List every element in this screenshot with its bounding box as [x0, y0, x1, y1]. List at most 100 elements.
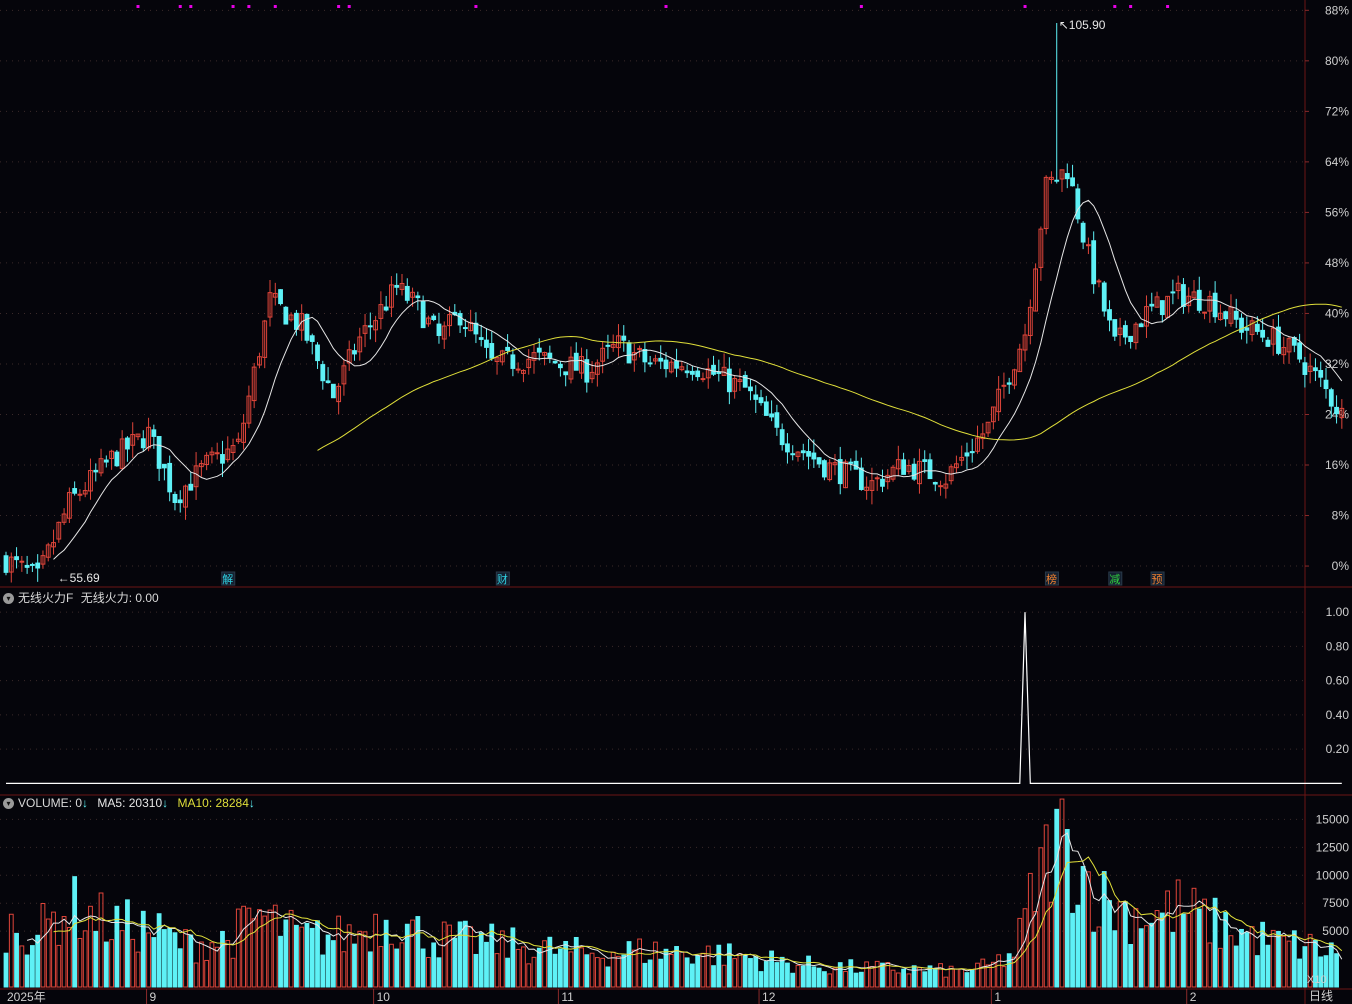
candle: [320, 364, 326, 382]
indicator-name[interactable]: 无线火力F: [18, 591, 74, 605]
candle: [600, 347, 606, 362]
candle: [885, 474, 891, 483]
indicator-toggle-icon[interactable]: ▾: [3, 593, 14, 605]
candle: [1107, 309, 1112, 321]
volume-bar: [188, 934, 194, 988]
volume-bar: [309, 927, 315, 988]
volume-bar: [753, 956, 759, 988]
volume-bar: [547, 936, 553, 988]
volume-bar: [1027, 872, 1033, 988]
volume-bar: [1107, 900, 1112, 988]
volume-bar: [51, 911, 56, 988]
candle: [40, 555, 46, 565]
volume-bar: [1133, 908, 1139, 988]
candle: [188, 483, 194, 491]
zoom-label[interactable]: X10: [1307, 974, 1327, 986]
candle: [1075, 188, 1081, 220]
volume-bar: [378, 946, 384, 988]
candle: [357, 336, 363, 353]
volume-bar: [589, 952, 595, 988]
volume-bar: [1043, 824, 1049, 988]
candle: [1254, 323, 1260, 332]
volume-bar: [568, 951, 574, 988]
event-label: 解: [222, 572, 233, 586]
volume-bar: [88, 905, 93, 988]
volume-bar: [457, 921, 463, 988]
candle: [964, 452, 970, 457]
candle: [1281, 347, 1287, 356]
y-tick-label: 0.20: [1326, 742, 1350, 756]
volume-bar: [399, 942, 405, 988]
candle: [932, 481, 938, 485]
volume-bar: [536, 947, 542, 988]
volume-bar: [1117, 901, 1123, 988]
event-label: 财: [497, 572, 508, 586]
y-tick-label: 12500: [1316, 840, 1350, 854]
volume-bar: [985, 964, 991, 988]
volume-bar: [1091, 931, 1097, 988]
candle: [114, 451, 120, 467]
candle: [711, 364, 716, 375]
volume-bar: [800, 965, 806, 988]
volume-bar: [922, 971, 928, 988]
candle: [225, 448, 231, 461]
volume-bar: [885, 962, 891, 988]
y-tick-label: 5000: [1322, 924, 1349, 938]
volume-bar: [473, 953, 479, 988]
volume-bar: [975, 962, 980, 988]
event-badge: [1044, 571, 1059, 586]
candle: [283, 306, 289, 325]
candle: [1138, 323, 1144, 328]
candle: [389, 284, 394, 308]
candle: [1181, 284, 1186, 307]
volume-bar: [1059, 798, 1065, 988]
candle: [663, 359, 669, 370]
volume-bar: [526, 963, 532, 988]
candle: [705, 368, 711, 379]
volume-bar: [93, 930, 99, 988]
ma10-label: MA10: [177, 796, 209, 810]
volume-bar: [1012, 956, 1017, 988]
candle: [943, 483, 949, 489]
volume-bar: [901, 968, 907, 988]
volume-bar: [420, 948, 426, 988]
volume-bar: [415, 916, 421, 988]
candle: [1239, 317, 1244, 333]
candle: [119, 438, 125, 469]
volume-bar: [35, 934, 41, 988]
candle: [969, 451, 975, 454]
candle: [874, 477, 880, 480]
candle: [204, 454, 210, 466]
candle: [864, 486, 870, 491]
candle: [82, 490, 88, 495]
candle: [183, 485, 188, 508]
volume-toggle-icon[interactable]: ▾: [3, 798, 14, 810]
candle: [1249, 320, 1255, 336]
volume-bar: [705, 945, 711, 988]
period-label[interactable]: 日线: [1309, 989, 1334, 1003]
candle: [653, 358, 658, 362]
volume-bar: [1112, 930, 1118, 988]
candle: [1112, 319, 1118, 337]
volume-bar: [478, 932, 484, 988]
volume-bar: [658, 958, 664, 988]
candle: [288, 314, 294, 321]
candle: [1122, 325, 1128, 338]
volume-name[interactable]: VOLUME: [18, 796, 69, 810]
candle: [1017, 348, 1023, 373]
candle: [695, 370, 701, 378]
candle: [774, 412, 780, 428]
signal-marker: [247, 5, 251, 8]
candle: [1128, 335, 1134, 342]
candle: [1244, 327, 1250, 331]
volume-bar: [790, 972, 796, 988]
volume-bar: [911, 965, 917, 988]
volume-bar: [663, 948, 669, 988]
candle: [346, 349, 352, 364]
candle: [716, 371, 722, 374]
candle: [468, 321, 474, 332]
volume-bar: [853, 972, 859, 988]
volume-bar: [642, 962, 648, 988]
candle: [1054, 179, 1060, 182]
